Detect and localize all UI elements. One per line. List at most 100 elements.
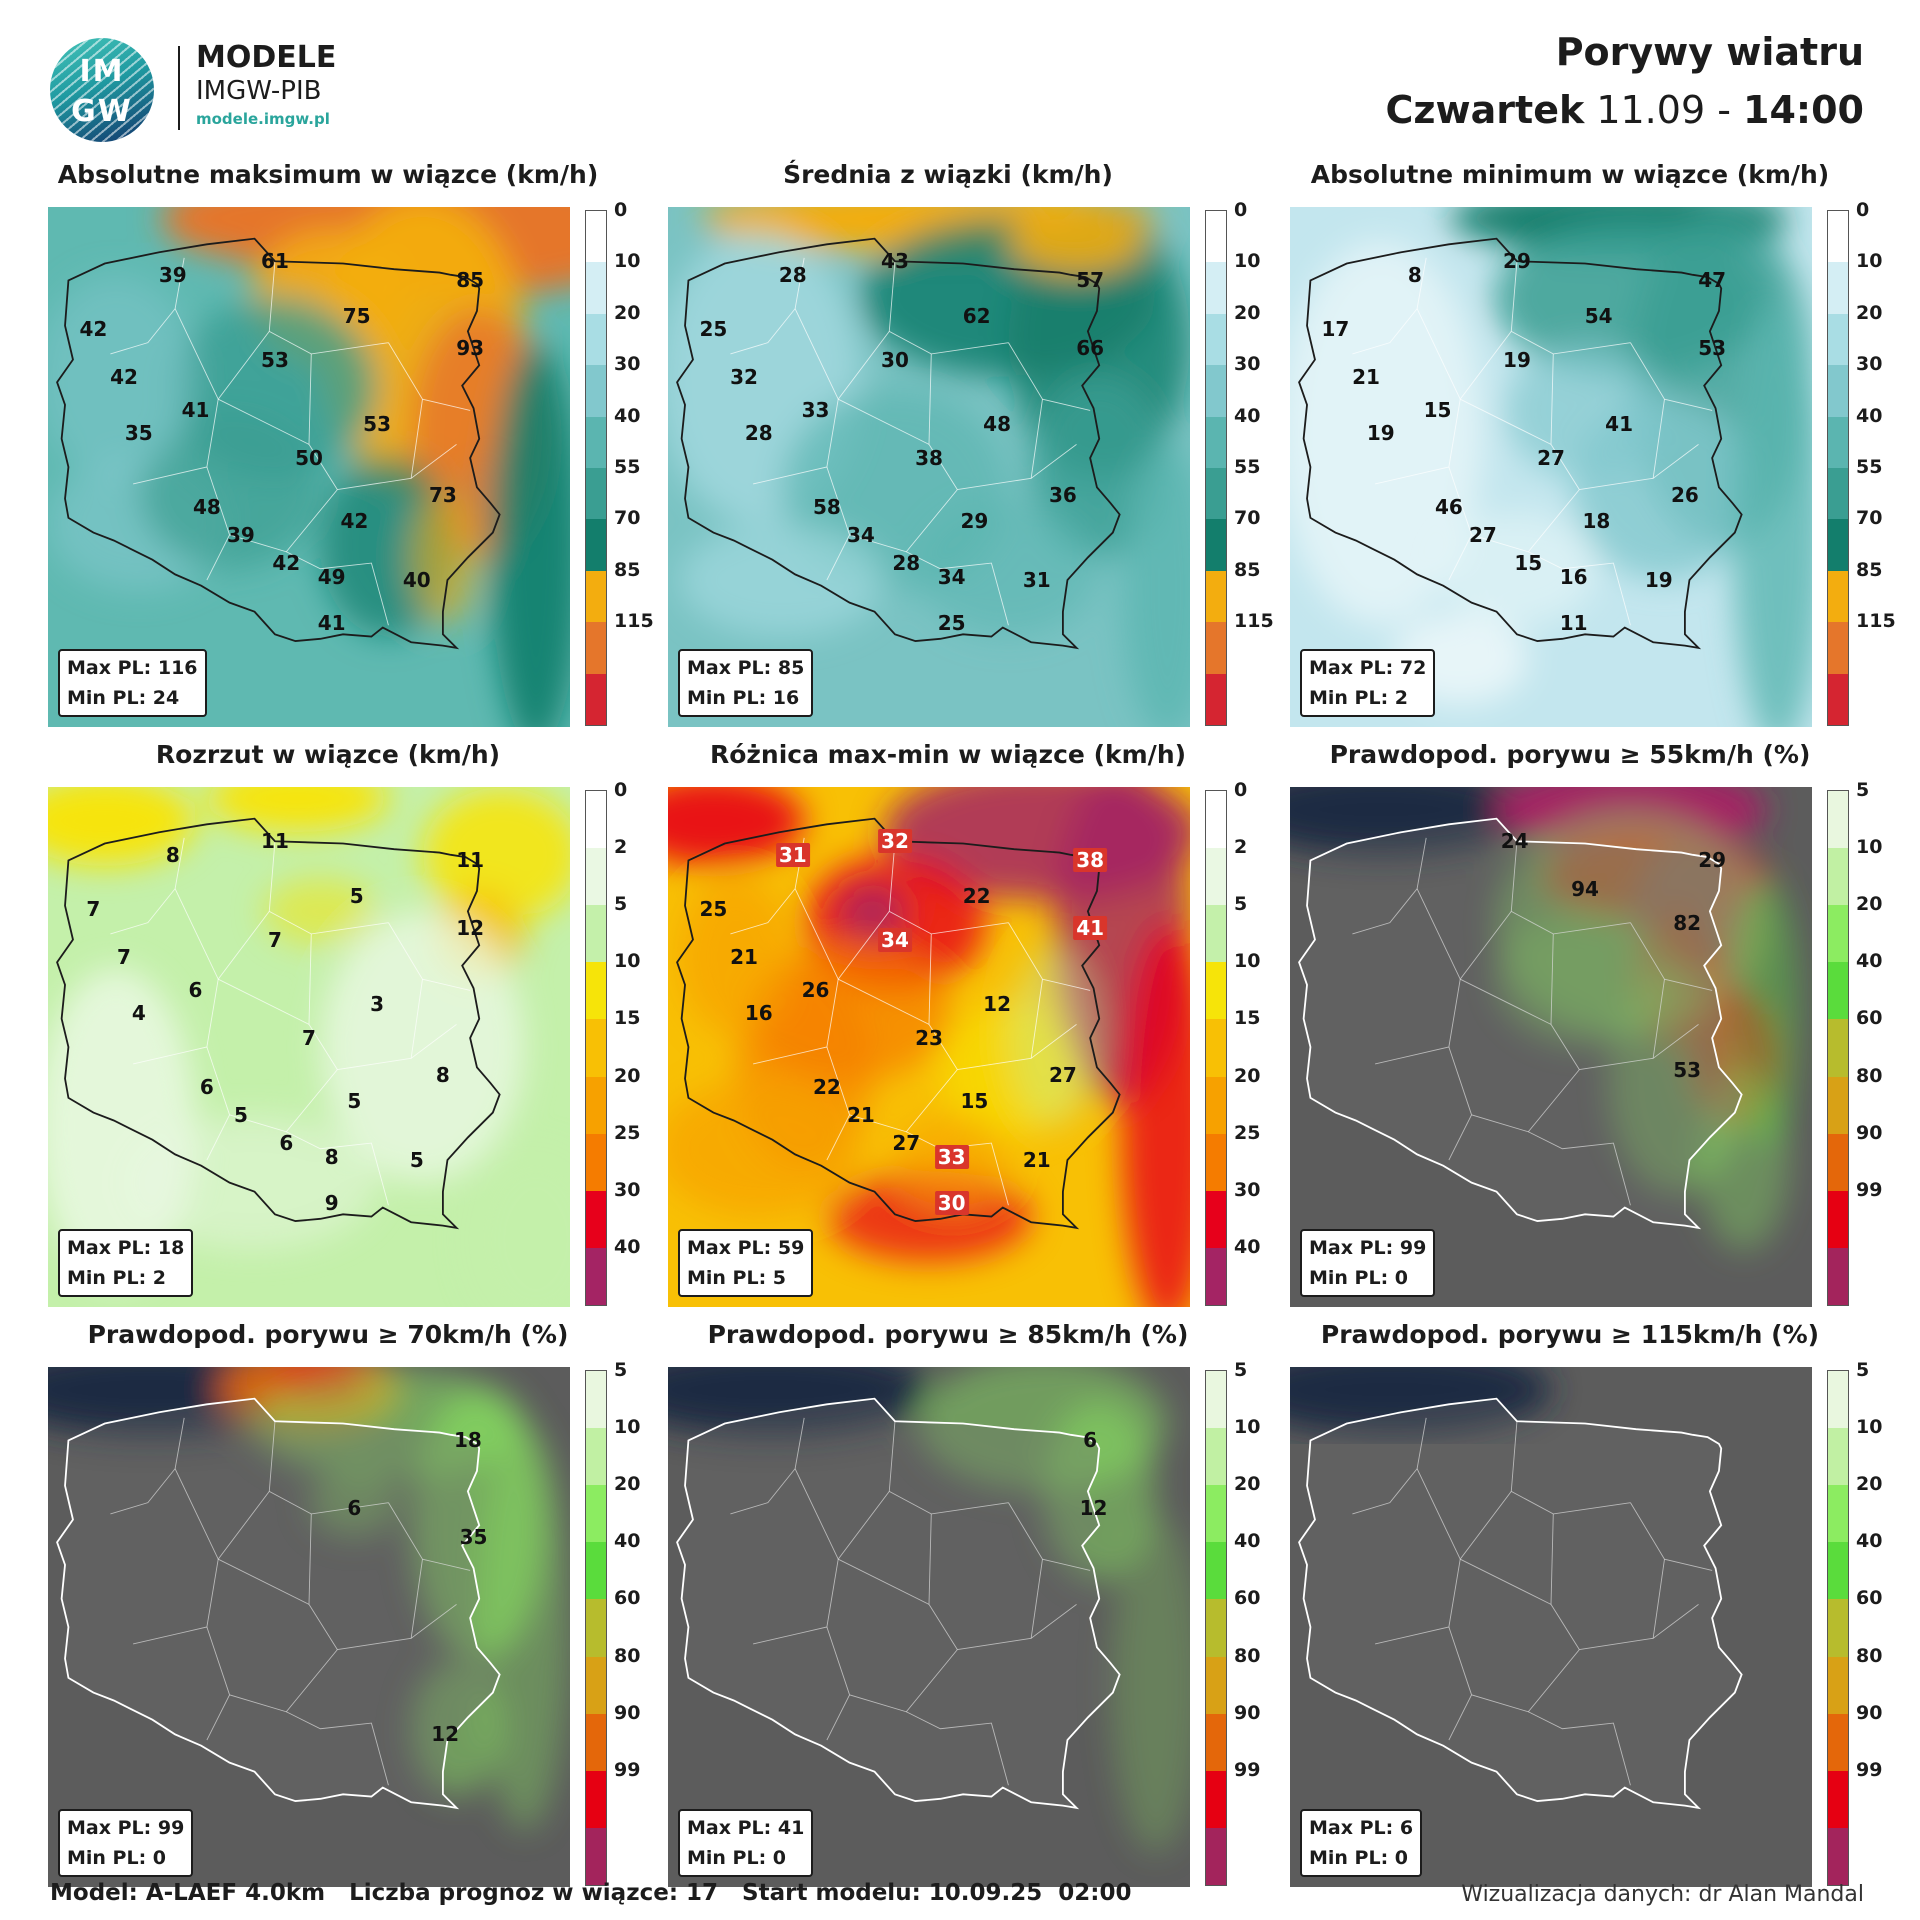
- field-patch: [320, 911, 525, 1183]
- stats-box: Max PL: 72 Min PL: 2: [1300, 649, 1436, 717]
- map-value-label: 53: [261, 347, 289, 372]
- region-border: [838, 978, 930, 1025]
- colorbar-tick-label: 10: [614, 250, 641, 273]
- stat-max: Max PL: 59: [687, 1237, 805, 1259]
- colorbar-segment: [1828, 1542, 1848, 1600]
- map-value-label: 50: [295, 445, 323, 470]
- colorbar-segment: [586, 416, 606, 468]
- colorbar-tick-label: 55: [1856, 456, 1883, 478]
- field-patch: [411, 489, 480, 626]
- colorbar-segment: [586, 570, 606, 623]
- colorbar-segment: [1206, 570, 1226, 623]
- country-border: [1298, 817, 1743, 1230]
- region-border: [730, 257, 805, 355]
- colorbar-segment: [1828, 1428, 1848, 1486]
- map-value-label: 6: [347, 1496, 362, 1521]
- map-value-label: 53: [1673, 1057, 1702, 1082]
- stat-max: Max PL: 99: [67, 1817, 185, 1839]
- map-value-label: 42: [340, 509, 369, 534]
- map-value-label: 16: [744, 1001, 773, 1026]
- colorbar-tick-label: 99: [1856, 1758, 1883, 1781]
- colorbar-tick-label: 0: [614, 779, 628, 801]
- map-value-label: 46: [1434, 494, 1463, 519]
- colorbar-segment: [586, 365, 606, 417]
- colorbar-tick-label: 10: [1856, 836, 1883, 859]
- region-border: [1460, 398, 1552, 445]
- map-area[interactable]: 24 29 94 82 53 Max PL: 99 Min PL: 0: [1290, 787, 1812, 1307]
- map-area[interactable]: 6 12 Max PL: 41 Min PL: 0: [668, 1367, 1190, 1887]
- region-border: [888, 841, 1009, 935]
- colorbar-segment: [586, 1371, 606, 1429]
- map-area[interactable]: 8 11 11 7 5 12 7 7 6 3 4 7 8 6 5 5 6 8 5 9 Max PL: 18 Min PL:…: [48, 787, 570, 1307]
- stats-box: Max PL: 18 Min PL: 2: [58, 1229, 194, 1297]
- colorbar-segment: [1206, 1428, 1226, 1486]
- field-patch: [1042, 1400, 1156, 1582]
- region-border: [286, 1711, 389, 1786]
- colorbar-segment: [1206, 962, 1226, 1020]
- map-field: [1290, 207, 1812, 727]
- colorbar-tick-label: 0: [1234, 779, 1248, 801]
- stats-box: Max PL: 99 Min PL: 0: [58, 1809, 194, 1877]
- country-border: [676, 1397, 1121, 1810]
- map-field: [48, 207, 570, 727]
- map-value-label: 15: [1423, 398, 1452, 423]
- region-border: [1008, 922, 1091, 991]
- panel-title: Rozrzut w wiązce (km/h): [155, 740, 501, 769]
- panel-title: Średnia z wiązki (km/h): [783, 160, 1113, 189]
- map-value-label: 6: [279, 1131, 294, 1156]
- colorbar-segment: [1828, 262, 1848, 314]
- region-border: [1652, 979, 1665, 1059]
- forecast-day: Czwartek: [1385, 88, 1585, 132]
- brand-url[interactable]: modele.imgw.pl: [196, 110, 330, 128]
- map-value-label: 48: [983, 412, 1011, 437]
- map-area[interactable]: Max PL: 6 Min PL: 0: [1290, 1367, 1812, 1887]
- colorbar-tick-label: 60: [1856, 1587, 1883, 1610]
- colorbar-tick-label: 25: [614, 1121, 641, 1144]
- colorbar-segment: [1206, 848, 1226, 906]
- colorbar-tick-label: 85: [1856, 558, 1883, 581]
- map-area[interactable]: 18 6 35 12 Max PL: 99 Min PL: 0: [48, 1367, 570, 1887]
- colorbar-segment: [586, 1713, 606, 1771]
- map-area[interactable]: 8 29 47 17 54 53 21 19 15 41 19 27 26 46 18 27 15 16 19 11 M…: [1290, 207, 1812, 727]
- map-value-label: 22: [962, 883, 991, 908]
- field-patch: [838, 883, 907, 940]
- colorbar-segment: [586, 262, 606, 314]
- colorbar-segment: [586, 1133, 606, 1191]
- map-value-label: 58: [812, 494, 841, 519]
- region-border: [206, 534, 230, 581]
- region-border: [206, 466, 338, 553]
- region-border: [110, 837, 185, 935]
- colorbar-segment: [1206, 1247, 1226, 1305]
- region-border: [1375, 979, 1461, 1065]
- map-area[interactable]: 28 43 57 25 62 66 32 30 33 48 28 38 36 58 29 34 28 34 31 25…: [668, 207, 1190, 727]
- stat-min: Min PL: 0: [67, 1847, 167, 1869]
- colorbar-tick-label: 5: [1856, 779, 1870, 801]
- colorbar-tick-label: 70: [1234, 507, 1261, 530]
- stat-min: Min PL: 0: [1309, 1267, 1409, 1289]
- colorbar-tick-label: 80: [1234, 1644, 1261, 1667]
- field-patch: [1732, 877, 1801, 1149]
- region-border: [1550, 933, 1580, 1070]
- panel-title: Prawdopod. porywu ≥ 115km/h (%): [1320, 1320, 1820, 1349]
- colorbar-tick-label: 10: [1234, 250, 1261, 273]
- colorbar-segment: [1206, 1542, 1226, 1600]
- colorbar-tick-label: 80: [614, 1644, 641, 1667]
- colorbar-segment: [1828, 416, 1848, 468]
- map-panel-8: Prawdopod. porywu ≥ 85km/h (%) 6 12 Max PL:…: [668, 1320, 1268, 1895]
- colorbar-segment: [1206, 1656, 1226, 1714]
- map-value-label: 93: [456, 336, 485, 361]
- stats-box: Max PL: 41 Min PL: 0: [678, 1809, 814, 1877]
- colorbar-tick-label: 40: [1234, 1235, 1261, 1258]
- map-value-label: 29: [1503, 249, 1531, 274]
- colorbar-segment: [1828, 1133, 1848, 1191]
- region-border: [174, 888, 270, 981]
- map-value-label: 28: [892, 551, 921, 576]
- map-value-label: 4: [131, 1001, 146, 1026]
- colorbar-segment: [1828, 1485, 1848, 1543]
- region-border: [410, 399, 423, 479]
- region-border: [1448, 1046, 1580, 1133]
- map-area[interactable]: 39 61 85 42 75 93 42 53 41 53 35 50 73 48 42 39 42 49 40 41…: [48, 207, 570, 727]
- map-value-label: 30: [934, 1191, 969, 1215]
- map-area[interactable]: 31 32 38 25 22 41 21 34 26 12 16 23 27 22 15 21 27 33 21 30…: [668, 787, 1190, 1307]
- region-border: [826, 534, 850, 581]
